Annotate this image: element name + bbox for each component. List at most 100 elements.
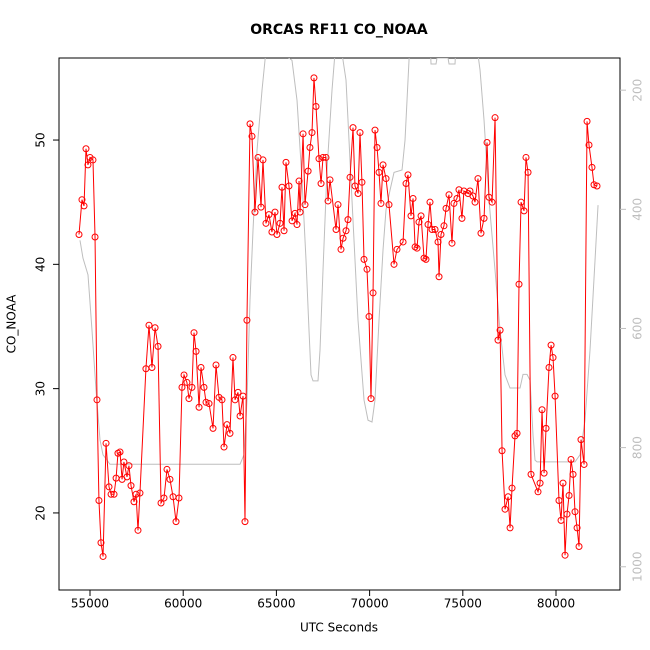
data-point: [136, 489, 144, 497]
y-tick-label: 50: [34, 132, 48, 147]
data-point: [293, 221, 301, 229]
data-point: [234, 388, 242, 396]
data-point: [123, 473, 131, 481]
data-point: [351, 182, 359, 190]
data-point: [360, 255, 368, 263]
data-point: [285, 182, 293, 190]
data-point: [125, 462, 133, 470]
y-tick-label: 40: [34, 257, 48, 272]
data-point: [306, 143, 314, 151]
data-point: [501, 505, 509, 513]
data-point: [474, 175, 482, 183]
data-point: [308, 129, 316, 137]
y2-tick-label: 800: [631, 436, 645, 459]
data-point: [577, 436, 585, 444]
data-point: [377, 199, 385, 207]
data-point: [157, 499, 165, 507]
data-point: [382, 175, 390, 183]
data-point: [431, 226, 439, 234]
data-point: [190, 329, 198, 337]
data-point: [183, 378, 191, 386]
data-point: [188, 383, 196, 391]
data-point: [205, 400, 213, 408]
data-point: [248, 132, 256, 140]
data-point: [95, 497, 103, 505]
data-point: [549, 354, 557, 362]
data-point: [483, 139, 491, 147]
data-point: [534, 488, 542, 496]
data-point: [262, 219, 270, 227]
data-point: [409, 194, 417, 202]
data-point: [163, 465, 171, 473]
data-point: [440, 222, 448, 230]
data-point: [145, 321, 153, 329]
data-point: [332, 226, 340, 234]
data-point: [346, 173, 354, 181]
data-point: [513, 429, 521, 437]
data-point: [75, 231, 83, 239]
data-point: [349, 124, 357, 132]
data-point: [218, 396, 226, 404]
data-point: [110, 490, 118, 498]
data-point: [422, 255, 430, 263]
data-point: [280, 227, 288, 235]
data-point: [404, 171, 412, 179]
data-point: [226, 429, 234, 437]
data-point: [107, 490, 115, 498]
data-point: [522, 153, 530, 161]
series-line: [79, 58, 599, 465]
data-point: [166, 475, 174, 483]
data-point: [116, 448, 124, 456]
data-point: [296, 208, 304, 216]
data-point: [593, 182, 601, 190]
data-point: [200, 383, 208, 391]
data-point: [442, 204, 450, 212]
data-point: [547, 341, 555, 349]
data-point: [243, 316, 251, 324]
data-point: [358, 178, 366, 186]
data-point: [273, 231, 281, 239]
data-point: [322, 153, 330, 161]
data-point: [367, 395, 375, 403]
plot-area: [75, 58, 601, 560]
data-point: [527, 470, 535, 478]
y-tick-label: 30: [34, 381, 48, 396]
data-point: [127, 482, 135, 490]
data-point: [229, 354, 237, 362]
data-point: [402, 180, 410, 188]
y2-tick-label: 400: [631, 198, 645, 221]
data-point: [223, 421, 231, 429]
data-point: [301, 201, 309, 209]
data-point: [545, 364, 553, 372]
data-point: [120, 458, 128, 466]
data-point: [337, 245, 345, 253]
data-point: [569, 470, 577, 478]
data-point: [319, 153, 327, 161]
data-point: [246, 120, 254, 128]
data-point: [148, 364, 156, 372]
data-point: [469, 192, 477, 200]
data-point: [130, 498, 138, 506]
y2-tick-label: 200: [631, 79, 645, 102]
data-point: [339, 234, 347, 242]
data-point: [450, 199, 458, 207]
data-point: [585, 141, 593, 149]
data-point: [542, 424, 550, 432]
data-point: [105, 483, 113, 491]
data-point: [82, 145, 90, 153]
data-point: [551, 392, 559, 400]
data-point: [480, 214, 488, 222]
data-point: [154, 342, 162, 350]
x-tick-label: 55000: [71, 597, 109, 611]
data-point: [365, 313, 373, 321]
data-point: [583, 117, 591, 125]
data-point: [496, 326, 504, 334]
data-point: [257, 203, 265, 211]
chart-title: ORCAS RF11 CO_NOAA: [250, 22, 428, 38]
data-point: [276, 219, 284, 227]
data-point: [93, 396, 101, 404]
data-point: [356, 129, 364, 137]
data-point: [288, 217, 296, 225]
data-point: [379, 161, 387, 169]
